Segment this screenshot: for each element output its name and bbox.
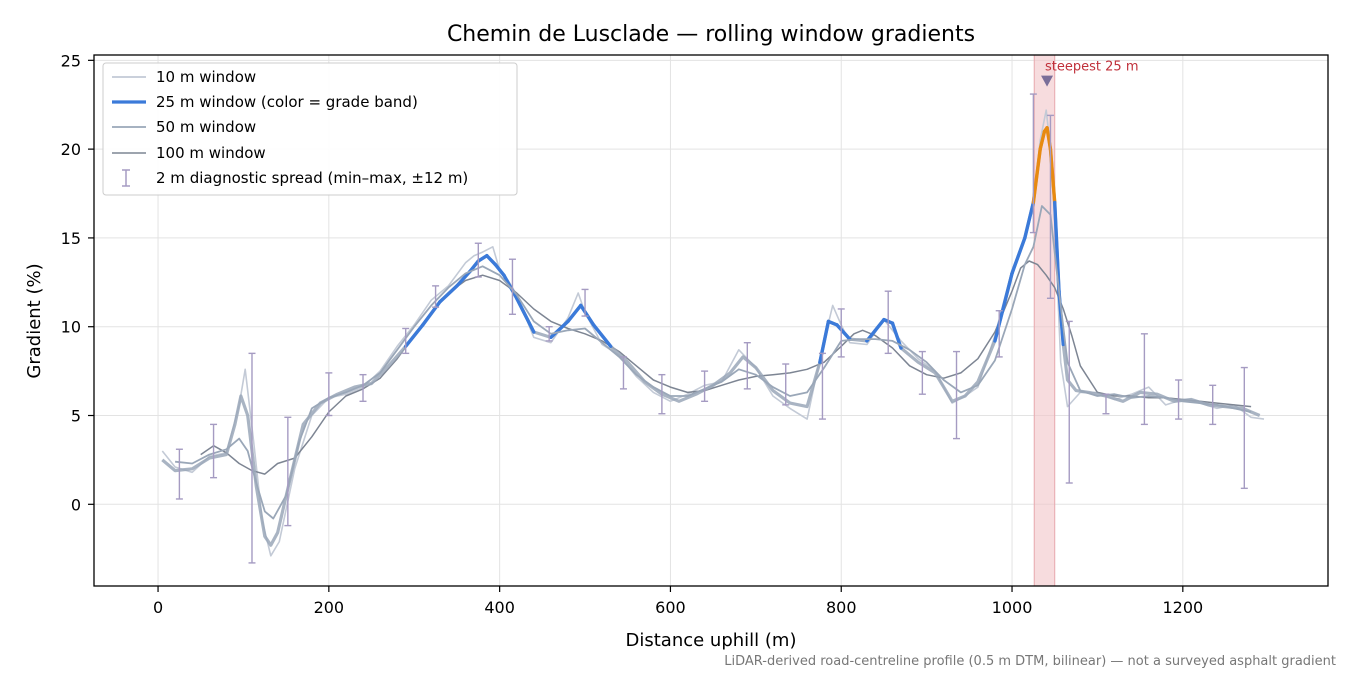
- steepest-annotation-label: steepest 25 m: [1045, 60, 1138, 75]
- series-25m-grade-band-segment: [1038, 129, 1047, 151]
- diagnostic-errorbar: [284, 416, 292, 527]
- series-25m-grade-band-segment: [1010, 236, 1027, 276]
- diagnostic-errorbar: [1102, 393, 1110, 415]
- plot-area-frame: [93, 54, 1329, 587]
- series-25m-grade-band-segment: [993, 271, 1014, 343]
- diagnostic-errorbar: [1240, 366, 1248, 490]
- x-tick-label: 200: [314, 598, 345, 617]
- diagnostic-errorbar: [658, 373, 666, 415]
- steepest-marker: [1041, 75, 1054, 87]
- diagnostic-errorbar: [248, 352, 256, 564]
- diagnostic-errorbar: [508, 258, 516, 315]
- series-25m-grade-band-segment: [818, 319, 831, 364]
- y-tick-label: 5: [71, 407, 81, 426]
- diagnostic-errorbar: [782, 363, 790, 406]
- series-25m-grade-band-segment: [1048, 147, 1057, 205]
- diagnostic-errorbar: [818, 352, 826, 420]
- legend-label-10m: 10 m window: [156, 68, 256, 86]
- diagnostic-errorbar: [1175, 379, 1183, 420]
- series-25m-grade-band-segment: [455, 269, 472, 288]
- y-axis-ticks: 0 5 10 15 20 25: [61, 51, 94, 514]
- diagnostic-errorbar: [432, 285, 440, 308]
- series-25m-grade-band-segment: [515, 296, 536, 334]
- diagnostic-errorbar: [581, 288, 589, 317]
- x-tick-label: 800: [826, 598, 857, 617]
- series-25m-grade-band-segment: [1031, 147, 1042, 205]
- x-tick-label: 1200: [1162, 598, 1203, 617]
- series-25m-grade-band-segment: [1023, 200, 1036, 240]
- y-tick-label: 0: [71, 495, 81, 514]
- y-tick-label: 10: [61, 318, 81, 337]
- legend-label-25m: 25 m window (color = grade band): [156, 93, 418, 111]
- chart-title: Chemin de Lusclade — rolling window grad…: [447, 22, 975, 47]
- legend-swatch-errorbar: [122, 169, 130, 187]
- diagnostic-errorbar: [175, 448, 183, 500]
- diagnostic-errorbar: [1140, 333, 1148, 426]
- x-tick-label: 400: [484, 598, 515, 617]
- legend: 10 m window 25 m window (color = grade b…: [102, 62, 518, 196]
- diagnostic-errorbar: [402, 327, 410, 355]
- diagnostic-errorbar: [837, 308, 845, 358]
- x-tick-label: 0: [153, 598, 163, 617]
- series-25m-grade-band-segment: [438, 284, 459, 304]
- series-25m-grade-band-segment: [835, 323, 852, 341]
- legend-box: [102, 62, 518, 196]
- diagnostic-errorbar: [210, 423, 218, 479]
- diagnostic-errorbar: [918, 350, 926, 395]
- series-25m-grade-band-segment: [1053, 200, 1061, 293]
- series-25m-grade-band-segment: [493, 262, 506, 277]
- diagnostic-spread-errorbars: [175, 93, 1248, 564]
- diagnostic-errorbar: [701, 370, 709, 403]
- series-lines: [161, 109, 1265, 557]
- legend-label-errorbar: 2 m diagnostic spread (min–max, ±12 m): [156, 169, 468, 187]
- y-tick-label: 25: [61, 51, 81, 70]
- series-25m-grade-band-segment: [421, 300, 442, 327]
- diagnostic-errorbar: [1209, 384, 1217, 426]
- series-25m-grade-band-segment: [566, 303, 583, 324]
- series-25m-grade-band-segment: [579, 303, 596, 327]
- series-25m-grade-band-segment: [404, 323, 425, 348]
- diagnostic-errorbar: [953, 350, 961, 440]
- diagnostic-errorbar: [474, 242, 482, 278]
- diagnostic-errorbar: [325, 372, 333, 417]
- footnote: LiDAR-derived road-centreline profile (0…: [724, 654, 1336, 669]
- y-tick-label: 15: [61, 229, 81, 248]
- diagnostic-errorbar: [1029, 93, 1037, 234]
- series-25m-grade-band-segment: [549, 319, 570, 340]
- series-25m-grade-band-segment: [865, 317, 886, 343]
- y-axis-label: Gradient (%): [24, 263, 45, 378]
- legend-label-100m: 100 m window: [156, 144, 266, 162]
- diagnostic-errorbar: [359, 373, 367, 403]
- legend-label-50m: 50 m window: [156, 118, 256, 136]
- y-tick-label: 20: [61, 140, 81, 159]
- x-axis-label: Distance uphill (m): [626, 630, 797, 651]
- diagnostic-errorbar: [619, 356, 627, 390]
- x-axis-ticks: 0 200 400 600 800 1000 1200: [153, 586, 1203, 617]
- diagnostic-errorbar: [743, 341, 751, 390]
- steepest-annotation: steepest 25 m: [1041, 60, 1139, 87]
- series-25m-grade-band-segment: [468, 259, 480, 274]
- series-25m-grade-band-segment: [591, 323, 613, 348]
- series-25m-grade-band-segment: [485, 253, 498, 267]
- x-tick-label: 600: [655, 598, 686, 617]
- series-50m-window: [175, 205, 1252, 520]
- diagnostic-errorbar: [884, 290, 892, 355]
- diagnostic-errorbar: [1046, 114, 1054, 300]
- diagnostic-errorbar: [1065, 320, 1073, 484]
- diagnostic-errorbar: [545, 326, 553, 342]
- x-tick-label: 1000: [992, 598, 1033, 617]
- diagnostic-errorbar: [995, 310, 1003, 358]
